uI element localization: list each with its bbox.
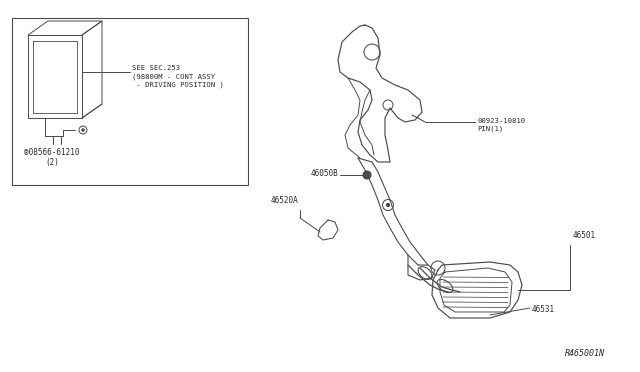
Text: 46050B: 46050B — [310, 170, 338, 179]
Circle shape — [363, 171, 371, 179]
Text: R465001N: R465001N — [565, 349, 605, 358]
Text: (98800M - CONT ASSY: (98800M - CONT ASSY — [132, 73, 215, 80]
Text: 46520A: 46520A — [270, 196, 298, 205]
Circle shape — [82, 129, 84, 131]
Text: 00923-10810: 00923-10810 — [477, 118, 525, 124]
Text: - DRIVING POSITION ): - DRIVING POSITION ) — [132, 81, 224, 87]
Text: 46531: 46531 — [532, 305, 555, 314]
Circle shape — [387, 203, 390, 206]
Bar — [12, 18, 248, 185]
Text: 46501: 46501 — [573, 231, 596, 240]
Text: SEE SEC.253: SEE SEC.253 — [132, 65, 180, 71]
Text: ®08566-61210: ®08566-61210 — [24, 148, 80, 157]
Text: (2): (2) — [45, 158, 59, 167]
Text: PIN(1): PIN(1) — [477, 126, 503, 132]
